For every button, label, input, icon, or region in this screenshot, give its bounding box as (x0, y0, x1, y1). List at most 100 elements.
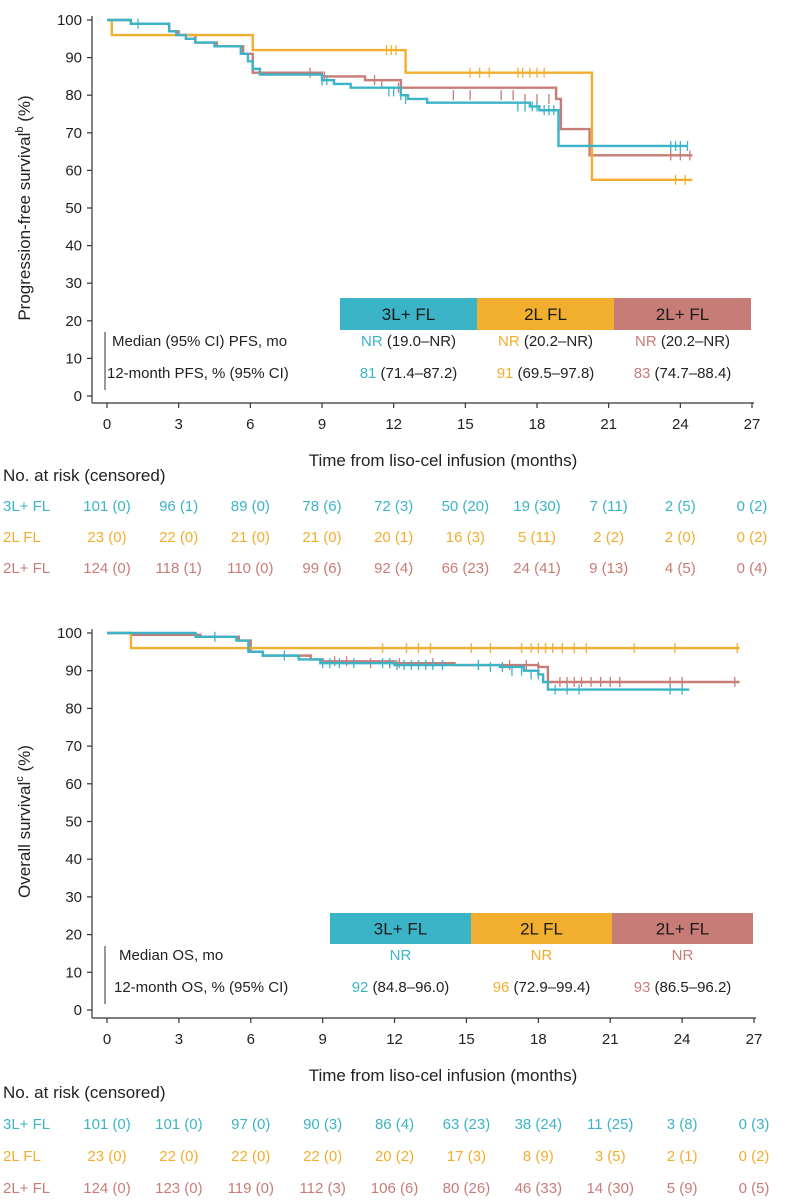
x-tick-label: 24 (672, 416, 689, 433)
table-cell-row1: NR (672, 947, 694, 964)
y-tick-label: 40 (65, 238, 82, 255)
table-cell-row1: NR (390, 947, 412, 964)
table-header-label: 2L FL (520, 920, 563, 939)
risk-value: 101 (0) (83, 1116, 131, 1133)
risk-row-label: 2L FL (3, 529, 41, 546)
risk-value: 50 (20) (442, 498, 490, 515)
risk-value: 46 (33) (515, 1180, 563, 1197)
risk-value: 123 (0) (155, 1180, 203, 1197)
x-tick-label: 9 (318, 416, 326, 433)
x-tick-label: 15 (458, 1031, 475, 1048)
table-cell-row2: 93 (86.5–96.2) (634, 979, 732, 996)
risk-value: 124 (0) (83, 560, 131, 577)
x-tick-label: 21 (602, 1031, 619, 1048)
risk-value: 124 (0) (83, 1180, 131, 1197)
table-cell-row1: NR (20.2–NR) (635, 333, 730, 350)
risk-value: 2 (1) (667, 1148, 698, 1165)
y-axis-label: Progression-free survivalb (%) (14, 95, 34, 320)
y-tick-label: 70 (65, 125, 82, 142)
risk-value: 72 (3) (374, 498, 413, 515)
risk-value: 86 (4) (375, 1116, 414, 1133)
y-tick-label: 10 (65, 964, 82, 981)
x-tick-label: 6 (246, 416, 254, 433)
risk-value: 119 (0) (228, 1180, 274, 1197)
table-header-label: 2L FL (524, 305, 567, 324)
y-tick-label: 80 (65, 700, 82, 717)
risk-value: 16 (3) (446, 529, 485, 546)
risk-value: 2 (0) (665, 529, 696, 546)
y-tick-label: 90 (65, 50, 82, 67)
table-row-label: Median (95% CI) PFS, mo (112, 333, 287, 350)
table-header-label: 2L+ FL (656, 920, 709, 939)
risk-value: 8 (9) (523, 1148, 554, 1165)
table-header-l3 (340, 298, 477, 330)
x-tick-label: 27 (746, 1031, 763, 1048)
risk-value: 11 (25) (587, 1116, 633, 1133)
km-curve-l2 (107, 631, 740, 650)
risk-value: 2 (2) (593, 529, 624, 546)
risk-value: 2 (5) (665, 498, 696, 515)
risk-row-label: 2L+ FL (3, 560, 50, 577)
risk-row-label: 3L+ FL (3, 498, 50, 515)
os-panel: 0 10 20 30 40 50 60 70 80 90 100 0 3 6 9 12 15 18 21 24 27 Ti… (3, 625, 769, 1197)
risk-value: 0 (2) (739, 1148, 770, 1165)
y-tick-label: 80 (65, 87, 82, 104)
risk-value: 80 (26) (443, 1180, 491, 1197)
y-tick-label: 50 (65, 814, 82, 831)
risk-value: 22 (0) (159, 529, 198, 546)
x-tick-label: 3 (175, 1031, 183, 1048)
risk-value: 0 (5) (739, 1180, 770, 1197)
risk-value: 0 (2) (737, 498, 768, 515)
x-tick-label: 6 (247, 1031, 255, 1048)
risk-value: 0 (3) (739, 1116, 770, 1133)
table-header-l2 (471, 913, 612, 944)
y-axis-label: Overall survivalc (%) (14, 745, 34, 898)
km-curve-l3 (107, 631, 690, 691)
y-tick-label: 10 (65, 350, 82, 367)
risk-value: 21 (0) (302, 529, 341, 546)
risk-value: 3 (5) (595, 1148, 626, 1165)
x-axis-label: Time from liso-cel infusion (months) (309, 1066, 578, 1085)
risk-value: 99 (6) (302, 560, 341, 577)
pfs-panel: 0 10 20 30 40 50 60 70 80 90 100 0 3 6 9 12 15 18 21 24 27 Ti… (3, 12, 767, 577)
risk-row-label: 3L+ FL (3, 1116, 50, 1133)
x-tick-label: 12 (385, 416, 402, 433)
table-row-label: 12-month PFS, % (95% CI) (107, 365, 289, 382)
x-tick-label: 18 (530, 1031, 547, 1048)
risk-value: 106 (6) (371, 1180, 419, 1197)
table-cell-row2: 83 (74.7–88.4) (634, 365, 732, 382)
x-tick-label: 0 (103, 1031, 111, 1048)
risk-value: 66 (23) (442, 560, 490, 577)
risk-value: 97 (0) (231, 1116, 270, 1133)
y-tick-label: 100 (57, 12, 82, 29)
y-tick-label: 60 (65, 162, 82, 179)
risk-value: 96 (1) (159, 498, 198, 515)
x-tick-label: 15 (457, 416, 474, 433)
table-cell-row1: NR (531, 947, 553, 964)
risk-value: 78 (6) (302, 498, 341, 515)
y-tick-label: 30 (65, 889, 82, 906)
table-header-l2plus (614, 298, 751, 330)
x-tick-label: 21 (600, 416, 617, 433)
risk-row-label: 2L+ FL (3, 1180, 50, 1197)
risk-value: 22 (0) (231, 1148, 270, 1165)
table-row-label: 12-month OS, % (95% CI) (114, 979, 288, 996)
y-tick-label: 0 (74, 1002, 82, 1019)
risk-value: 9 (13) (589, 560, 628, 577)
table-cell-row1: NR (20.2–NR) (498, 333, 593, 350)
x-tick-label: 18 (529, 416, 546, 433)
km-curve-l2 (107, 18, 693, 181)
risk-value: 21 (0) (231, 529, 270, 546)
risk-value: 19 (30) (513, 498, 561, 515)
table-cell-row1: NR (19.0–NR) (361, 333, 456, 350)
risk-value: 3 (8) (667, 1116, 698, 1133)
risk-value: 22 (0) (303, 1148, 342, 1165)
risk-value: 5 (11) (518, 529, 556, 546)
risk-value: 17 (3) (447, 1148, 486, 1165)
risk-value: 7 (11) (590, 498, 628, 515)
y-tick-label: 30 (65, 275, 82, 292)
y-tick-label: 20 (65, 313, 82, 330)
table-cell-row2: 91 (69.5–97.8) (497, 365, 595, 382)
km-curve-l2plus (107, 631, 740, 684)
